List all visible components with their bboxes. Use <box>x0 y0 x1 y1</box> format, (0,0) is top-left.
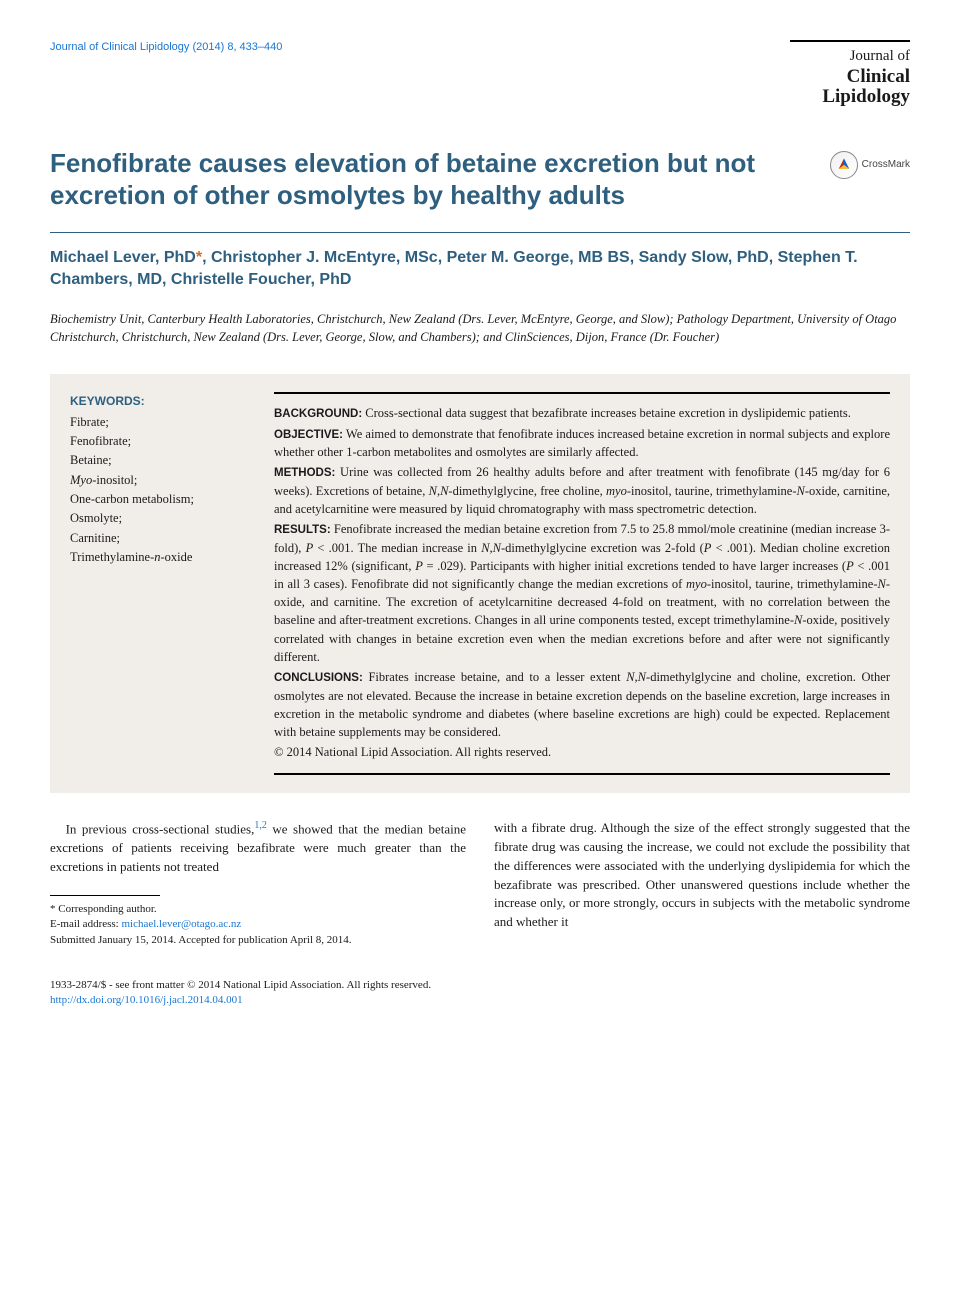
footnotes: * Corresponding author. E-mail address: … <box>50 902 466 948</box>
body-para: with a fibrate drug. Although the size o… <box>494 819 910 932</box>
body-col-left: In previous cross-sectional studies,1,2 … <box>50 819 466 948</box>
body-para: In previous cross-sectional studies,1,2 … <box>50 819 466 877</box>
submission-dates: Submitted January 15, 2014. Accepted for… <box>50 933 466 948</box>
keywords-panel: KEYWORDS: Fibrate; Fenofibrate; Betaine;… <box>70 392 250 775</box>
body-col-right: with a fibrate drug. Although the size o… <box>494 819 910 948</box>
keyword-item: Myo-inositol; <box>70 471 250 490</box>
title-block: Fenofibrate causes elevation of betaine … <box>50 147 910 212</box>
keywords-heading: KEYWORDS: <box>70 392 250 411</box>
keyword-item: Fibrate; <box>70 413 250 432</box>
footnote-rule <box>50 895 160 896</box>
abstract-body: BACKGROUND: Cross-sectional data suggest… <box>274 392 890 775</box>
crossmark-icon <box>830 151 858 179</box>
abstract-copyright: © 2014 National Lipid Association. All r… <box>274 743 890 761</box>
conclusions-text: Fibrates increase betaine, and to a less… <box>274 670 890 739</box>
conclusions-label: CONCLUSIONS: <box>274 672 363 684</box>
journal-logo: Journal of Clinical Lipidology <box>790 40 910 107</box>
doi-link[interactable]: http://dx.doi.org/10.1016/j.jacl.2014.04… <box>50 994 243 1006</box>
citation-link[interactable]: 1,2 <box>254 820 267 831</box>
issn-line: 1933-2874/$ - see front matter © 2014 Na… <box>50 978 910 993</box>
objective-text: We aimed to demonstrate that fenofibrate… <box>274 427 890 460</box>
keyword-item: Betaine; <box>70 451 250 470</box>
author-list: Michael Lever, PhD*, Christopher J. McEn… <box>50 247 910 292</box>
background-text: Cross-sectional data suggest that bezafi… <box>362 406 851 420</box>
header-row: Journal of Clinical Lipidology (2014) 8,… <box>50 40 910 107</box>
methods-text: Urine was collected from 26 healthy adul… <box>274 465 890 516</box>
email-link[interactable]: michael.lever@otago.ac.nz <box>121 918 241 930</box>
article-title: Fenofibrate causes elevation of betaine … <box>50 147 818 212</box>
results-text: Fenofibrate increased the median betaine… <box>274 522 890 663</box>
logo-line2b: Lipidology <box>790 87 910 107</box>
keyword-item: Trimethylamine-n-oxide <box>70 548 250 567</box>
methods-label: METHODS: <box>274 467 335 479</box>
page-footer: 1933-2874/$ - see front matter © 2014 Na… <box>50 978 910 1009</box>
email-label: E-mail address: <box>50 918 121 930</box>
journal-reference[interactable]: Journal of Clinical Lipidology (2014) 8,… <box>50 40 282 55</box>
results-label: RESULTS: <box>274 524 331 536</box>
background-label: BACKGROUND: <box>274 408 362 420</box>
logo-line1: Journal of <box>790 46 910 67</box>
keyword-item: Fenofibrate; <box>70 432 250 451</box>
crossmark-label: CrossMark <box>862 158 910 172</box>
divider <box>50 232 910 233</box>
body-columns: In previous cross-sectional studies,1,2 … <box>50 819 910 948</box>
objective-label: OBJECTIVE: <box>274 429 343 441</box>
logo-rule <box>790 40 910 42</box>
keyword-item: Carnitine; <box>70 529 250 548</box>
keyword-item: One-carbon metabolism; <box>70 490 250 509</box>
crossmark-badge[interactable]: CrossMark <box>830 151 910 179</box>
logo-line2a: Clinical <box>790 67 910 87</box>
affiliations: Biochemistry Unit, Canterbury Health Lab… <box>50 310 910 346</box>
corresponding-author: * Corresponding author. <box>50 902 466 917</box>
keyword-item: Osmolyte; <box>70 509 250 528</box>
abstract-container: KEYWORDS: Fibrate; Fenofibrate; Betaine;… <box>50 374 910 793</box>
